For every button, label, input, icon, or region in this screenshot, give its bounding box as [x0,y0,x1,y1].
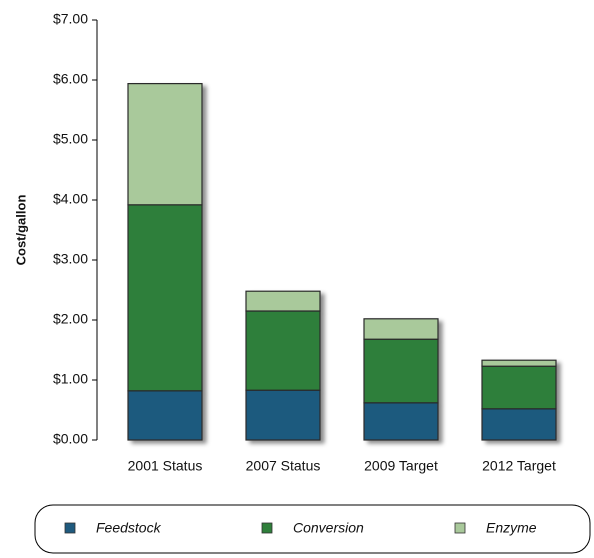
legend-label: Feedstock [96,520,162,536]
bar-segment [245,310,321,391]
bar-segment [127,390,203,441]
x-tick-label: 2001 Status [128,458,203,474]
y-tick-label: $1.00 [53,371,88,387]
bar-stack [127,82,203,441]
legend-label: Conversion [293,520,364,536]
bar-segment [481,365,557,410]
bar-segment [363,338,439,404]
x-tick-label: 2009 Target [364,458,438,474]
bar-segment [481,359,557,367]
bar-segment [127,204,203,392]
bar-stack [363,318,439,441]
bar-stack [481,359,557,441]
bar-segment [363,318,439,340]
y-axis-label: Cost/gallon [13,195,28,266]
bar-segment [245,389,321,441]
bar-segment [127,82,203,206]
y-tick-label: $4.00 [53,191,88,207]
bar-segment [481,408,557,441]
y-tick-label: $0.00 [53,431,88,447]
bar-segment [363,402,439,441]
legend-label: Enzyme [486,520,537,536]
legend-swatch [64,522,76,534]
legend-box [34,504,591,554]
bar-stack [245,290,321,441]
y-tick-label: $5.00 [53,131,88,147]
y-tick-label: $3.00 [53,251,88,267]
y-tick-label: $6.00 [53,71,88,87]
x-tick-label: 2007 Status [246,458,321,474]
legend-swatch [261,522,273,534]
bar-segment [245,290,321,312]
y-tick-label: $7.00 [53,11,88,27]
legend-swatch [454,522,466,534]
x-tick-label: 2012 Target [482,458,556,474]
y-tick-label: $2.00 [53,311,88,327]
